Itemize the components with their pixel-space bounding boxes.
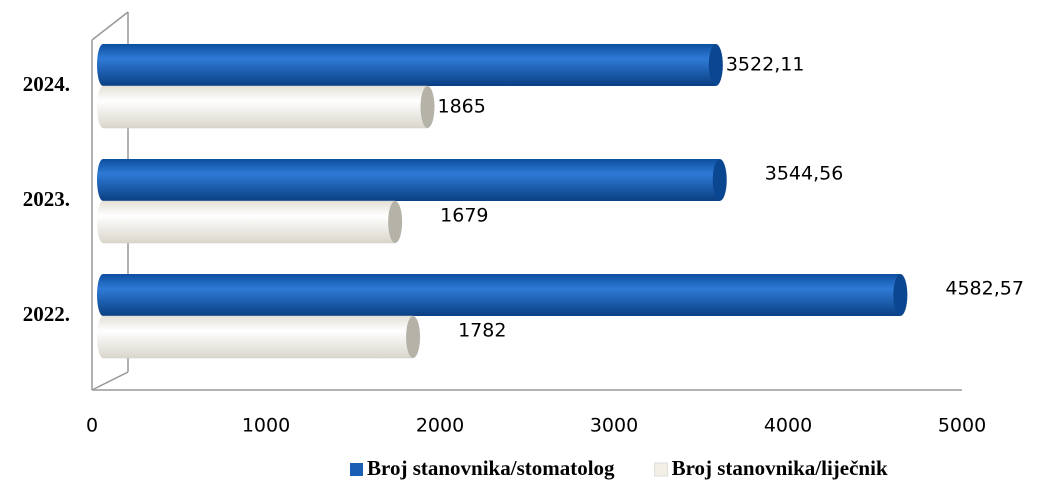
legend-label: Broj stanovnika/stomatolog [367, 456, 615, 480]
bar-end-cap [420, 86, 435, 128]
bar-start-cap [97, 316, 109, 358]
x-tick-label: 2000 [416, 415, 464, 437]
bar [102, 85, 428, 129]
data-label: 3522,11 [726, 54, 805, 76]
data-label: 1782 [458, 320, 506, 342]
data-label: 3544,56 [765, 163, 844, 185]
legend-swatch [350, 463, 363, 476]
bar-end-cap [708, 44, 723, 86]
x-tick-label: 4000 [764, 415, 812, 437]
x-tick-label: 0 [86, 415, 98, 437]
cat: 2023. [23, 187, 70, 211]
bar [103, 44, 716, 86]
bar-end-cap [712, 159, 727, 201]
legend-swatch [654, 462, 669, 477]
x-tick-label: 3000 [590, 415, 638, 437]
bar [102, 200, 396, 244]
bar-start-cap [97, 159, 109, 201]
x-tick-label: 1000 [242, 415, 290, 437]
bar-start-cap [97, 274, 109, 316]
x-tick-label: 5000 [938, 415, 986, 437]
bar-end-cap [893, 274, 908, 316]
data-label: 4582,57 [945, 278, 1024, 300]
bar-start-cap [97, 44, 109, 86]
data-label: 1679 [440, 205, 488, 227]
bar-end-cap [406, 316, 421, 358]
bar-end-cap [388, 201, 403, 243]
cat: 2022. [23, 302, 70, 326]
bar-start-cap [97, 86, 109, 128]
cat: 2024. [23, 72, 70, 96]
bar-start-cap [97, 201, 109, 243]
data-label: 1865 [438, 96, 486, 118]
bar [103, 159, 720, 201]
bar [103, 274, 901, 316]
bar [102, 315, 414, 359]
legend-label: Broj stanovnika/liječnik [672, 456, 888, 480]
